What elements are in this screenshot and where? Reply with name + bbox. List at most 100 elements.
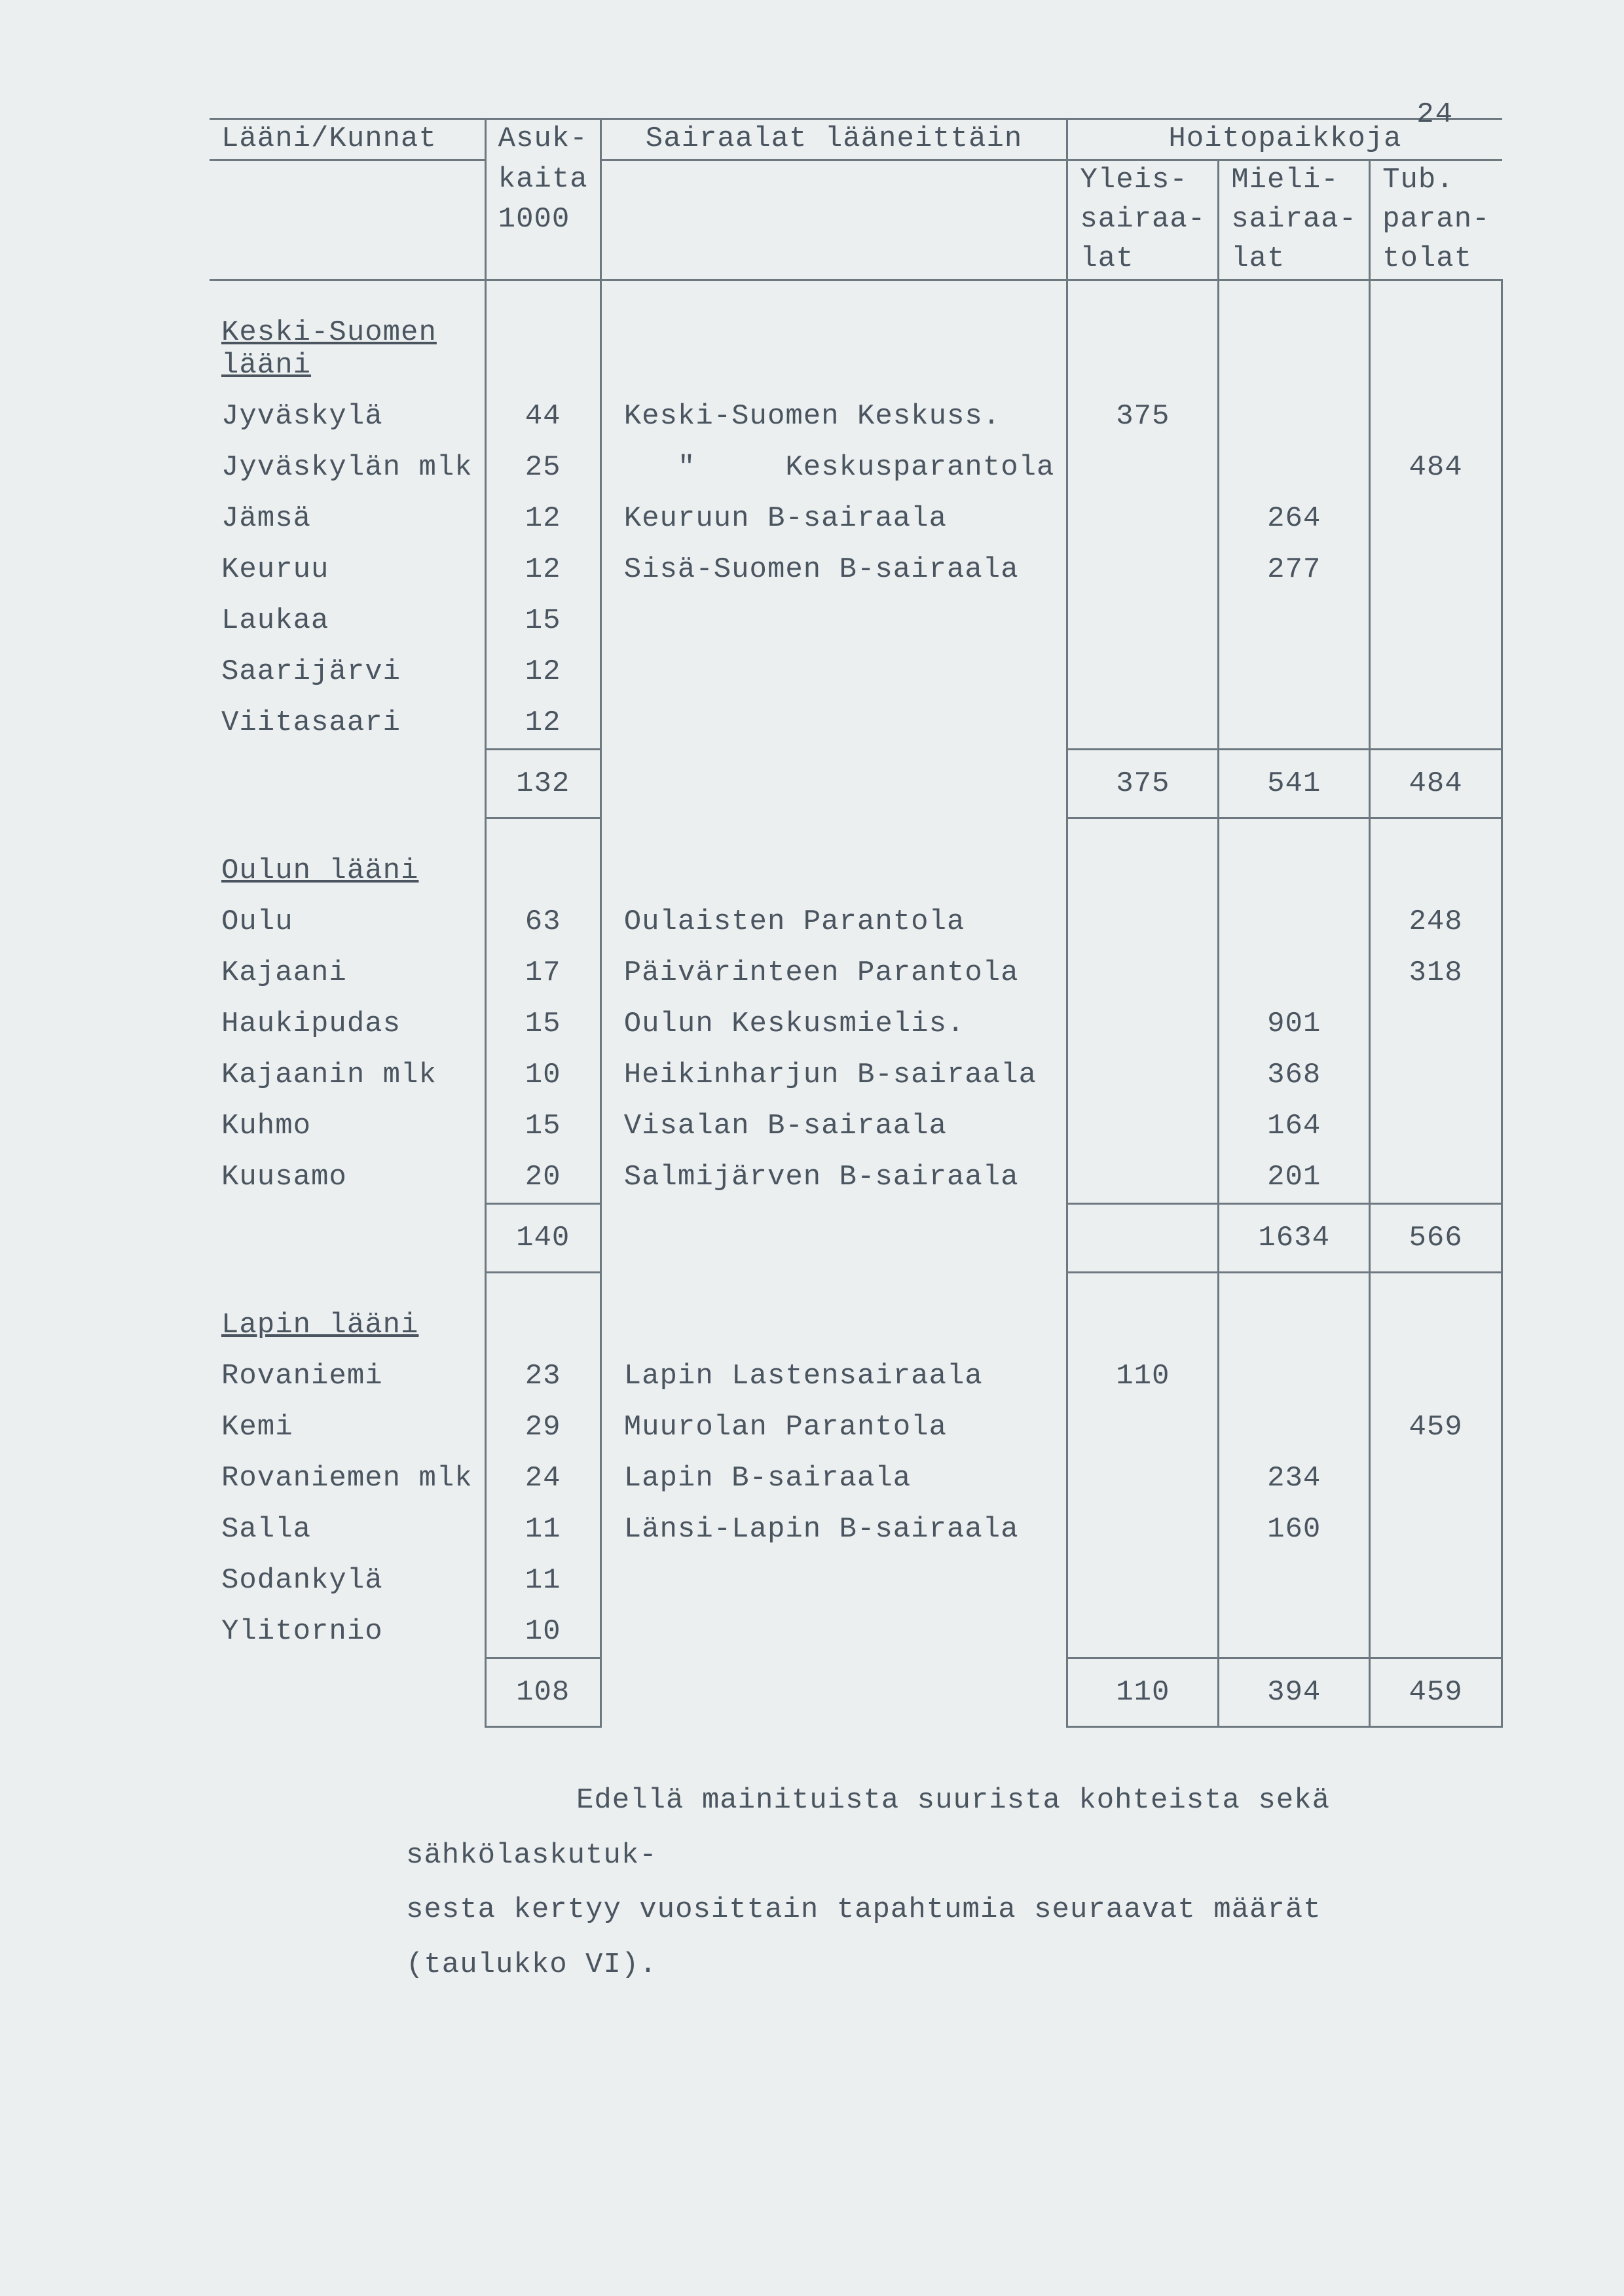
asuk-cell: 15 bbox=[487, 1101, 600, 1152]
table-row: Saarijärvi12 bbox=[210, 646, 1502, 697]
yleis-cell bbox=[1068, 697, 1217, 737]
mieli-cell bbox=[1219, 595, 1369, 634]
data-table: Lääni/Kunnat Asuk- Sairaalat lääneittäin… bbox=[210, 118, 1503, 1728]
header-yleis-l3: lat bbox=[1068, 240, 1217, 279]
header-mieli-l1: Mieli- bbox=[1219, 161, 1369, 200]
asuk-cell: 24 bbox=[487, 1453, 600, 1504]
asuk-cell: 15 bbox=[487, 998, 600, 1049]
asuk-cell: 12 bbox=[487, 493, 600, 544]
sairaala-cell: Keski-Suomen Keskuss. bbox=[602, 391, 1067, 442]
tub-cell bbox=[1371, 1049, 1501, 1089]
kunta-cell: Rovaniemi bbox=[210, 1351, 485, 1402]
yleis-cell bbox=[1068, 544, 1217, 583]
tub-cell bbox=[1371, 1504, 1501, 1543]
tub-cell bbox=[1371, 391, 1501, 430]
header-laani: Lääni/Kunnat bbox=[210, 120, 485, 159]
mieli-cell: 901 bbox=[1219, 998, 1369, 1049]
kunta-cell: Kemi bbox=[210, 1402, 485, 1453]
kunta-cell: Kajaanin mlk bbox=[210, 1049, 485, 1101]
sairaala-cell: Keuruun B-sairaala bbox=[602, 493, 1067, 544]
header-mieli-l2: sairaa- bbox=[1219, 200, 1369, 240]
header-asuk-l2: kaita bbox=[487, 160, 600, 200]
tub-cell bbox=[1371, 1351, 1501, 1390]
subtotal-row: 132375541484 bbox=[210, 750, 1502, 818]
tub-cell bbox=[1371, 544, 1501, 583]
yleis-cell bbox=[1068, 1606, 1217, 1645]
sairaala-cell bbox=[602, 1606, 1067, 1645]
mieli-cell bbox=[1219, 442, 1369, 481]
tub-cell: 484 bbox=[1371, 442, 1501, 493]
asuk-cell: 63 bbox=[487, 896, 600, 947]
yleis-cell: 375 bbox=[1068, 391, 1217, 442]
yleis-cell bbox=[1068, 442, 1217, 481]
page-number: 24 bbox=[1416, 98, 1454, 131]
table-row: Laukaa15 bbox=[210, 595, 1502, 646]
sairaala-cell: Oulaisten Parantola bbox=[602, 896, 1067, 947]
table-row: Sodankylä11 bbox=[210, 1555, 1502, 1606]
subtotal-asuk: 140 bbox=[487, 1205, 600, 1271]
kunta-cell: Jyväskylä bbox=[210, 391, 485, 442]
kunta-cell: Laukaa bbox=[210, 595, 485, 646]
yleis-cell bbox=[1068, 947, 1217, 987]
yleis-cell bbox=[1068, 896, 1217, 936]
sairaala-cell: Visalan B-sairaala bbox=[602, 1101, 1067, 1152]
sairaala-cell bbox=[602, 1555, 1067, 1594]
table-row: Kuhmo15Visalan B-sairaala164 bbox=[210, 1101, 1502, 1152]
table-row: Rovaniemi23Lapin Lastensairaala110 bbox=[210, 1351, 1502, 1402]
asuk-cell: 23 bbox=[487, 1351, 600, 1402]
footer-line2: sesta kertyy vuosittain tapahtumia seura… bbox=[406, 1893, 1321, 1981]
mieli-cell bbox=[1219, 1555, 1369, 1594]
kunta-cell: Kuusamo bbox=[210, 1152, 485, 1203]
subtotal-tub: 459 bbox=[1371, 1659, 1501, 1726]
sairaala-cell: Oulun Keskusmielis. bbox=[602, 998, 1067, 1049]
asuk-cell: 17 bbox=[487, 947, 600, 998]
table-row: Oulu63Oulaisten Parantola248 bbox=[210, 896, 1502, 947]
table-row: Ylitornio10 bbox=[210, 1606, 1502, 1658]
yleis-cell bbox=[1068, 595, 1217, 634]
mieli-cell: 368 bbox=[1219, 1049, 1369, 1101]
table-row: Jyväskylä44Keski-Suomen Keskuss.375 bbox=[210, 391, 1502, 442]
subtotal-row: 108110394459 bbox=[210, 1658, 1502, 1727]
mieli-cell bbox=[1219, 391, 1369, 430]
mieli-cell bbox=[1219, 896, 1369, 936]
asuk-cell: 12 bbox=[487, 544, 600, 595]
asuk-cell: 15 bbox=[487, 595, 600, 646]
tub-cell: 318 bbox=[1371, 947, 1501, 998]
table-row: Kajaanin mlk10Heikinharjun B-sairaala368 bbox=[210, 1049, 1502, 1101]
sairaala-cell bbox=[602, 646, 1067, 685]
header-yleis-l2: sairaa- bbox=[1068, 200, 1217, 240]
table-row: Jämsä12Keuruun B-sairaala264 bbox=[210, 493, 1502, 544]
header-tub-l2: paran- bbox=[1371, 200, 1502, 240]
sairaala-cell: Sisä-Suomen B-sairaala bbox=[602, 544, 1067, 595]
header-tub-l3: tolat bbox=[1371, 240, 1502, 279]
kunta-cell: Sodankylä bbox=[210, 1555, 485, 1606]
table-row: Jyväskylän mlk25 " Keskusparantola484 bbox=[210, 442, 1502, 493]
tub-cell bbox=[1371, 1453, 1501, 1492]
yleis-cell bbox=[1068, 1453, 1217, 1492]
table-row: Haukipudas15Oulun Keskusmielis.901 bbox=[210, 998, 1502, 1049]
kunta-cell: Kajaani bbox=[210, 947, 485, 998]
mieli-cell: 160 bbox=[1219, 1504, 1369, 1555]
yleis-cell bbox=[1068, 1049, 1217, 1089]
sairaala-cell: Lapin Lastensairaala bbox=[602, 1351, 1067, 1402]
yleis-cell bbox=[1068, 998, 1217, 1038]
table-row: Viitasaari12 bbox=[210, 697, 1502, 750]
yleis-cell bbox=[1068, 1402, 1217, 1441]
kunta-cell: Rovaniemen mlk bbox=[210, 1453, 485, 1504]
subtotal-asuk: 132 bbox=[487, 750, 600, 817]
sairaala-cell: Heikinharjun B-sairaala bbox=[602, 1049, 1067, 1101]
table-row: Kuusamo20Salmijärven B-sairaala201 bbox=[210, 1152, 1502, 1204]
tub-cell: 248 bbox=[1371, 896, 1501, 947]
footer-line1: Edellä mainituista suurista kohteista se… bbox=[406, 1784, 1330, 1872]
header-sairaalat: Sairaalat lääneittäin bbox=[602, 120, 1067, 159]
table-row: Rovaniemen mlk24Lapin B-sairaala234 bbox=[210, 1453, 1502, 1504]
mieli-cell: 201 bbox=[1219, 1152, 1369, 1203]
asuk-cell: 29 bbox=[487, 1402, 600, 1453]
table-row: Kemi29Muurolan Parantola459 bbox=[210, 1402, 1502, 1453]
mieli-cell bbox=[1219, 1351, 1369, 1390]
tub-cell bbox=[1371, 998, 1501, 1038]
yleis-cell bbox=[1068, 1152, 1217, 1191]
asuk-cell: 10 bbox=[487, 1606, 600, 1657]
mieli-cell bbox=[1219, 697, 1369, 737]
table-row: Keuruu12Sisä-Suomen B-sairaala277 bbox=[210, 544, 1502, 595]
